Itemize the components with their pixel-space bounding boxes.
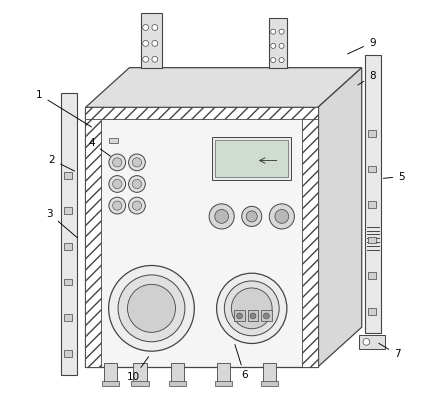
Circle shape	[132, 201, 142, 210]
Bar	[64, 314, 73, 321]
Bar	[261, 310, 272, 321]
Circle shape	[271, 29, 276, 34]
Bar	[368, 201, 377, 208]
Text: 2: 2	[49, 155, 74, 171]
Circle shape	[143, 40, 148, 46]
Circle shape	[269, 204, 295, 229]
Bar	[64, 243, 73, 250]
Circle shape	[143, 24, 148, 30]
Circle shape	[152, 56, 158, 62]
Bar	[64, 207, 73, 214]
Polygon shape	[85, 68, 362, 108]
Circle shape	[152, 40, 158, 46]
Bar	[61, 93, 77, 375]
Circle shape	[113, 201, 122, 210]
Text: 7: 7	[379, 343, 400, 360]
Circle shape	[109, 154, 126, 171]
Bar	[217, 363, 230, 383]
Circle shape	[128, 284, 175, 332]
Bar	[215, 381, 233, 386]
Bar	[359, 335, 385, 349]
Circle shape	[109, 176, 126, 192]
Circle shape	[132, 179, 142, 189]
Circle shape	[209, 204, 234, 229]
Circle shape	[128, 154, 145, 171]
Bar	[263, 363, 276, 383]
Bar	[302, 108, 318, 367]
Text: 9: 9	[347, 37, 376, 54]
Bar	[85, 108, 318, 367]
Circle shape	[113, 179, 122, 189]
Bar	[171, 363, 184, 383]
Circle shape	[109, 197, 126, 214]
Text: 3: 3	[47, 209, 77, 237]
Circle shape	[113, 158, 122, 167]
Bar	[269, 18, 287, 68]
Bar	[261, 381, 279, 386]
Bar	[64, 172, 73, 178]
Bar	[85, 108, 318, 119]
Bar	[212, 137, 291, 180]
Bar	[64, 278, 73, 285]
Text: 6: 6	[235, 344, 248, 381]
Bar	[64, 350, 73, 357]
Circle shape	[118, 275, 185, 342]
Text: 5: 5	[383, 171, 405, 181]
Circle shape	[363, 339, 370, 345]
Circle shape	[224, 281, 279, 336]
Circle shape	[109, 265, 194, 351]
Bar	[215, 140, 288, 176]
Bar	[368, 308, 377, 315]
Circle shape	[215, 210, 229, 223]
Circle shape	[231, 288, 272, 329]
Bar	[102, 381, 119, 386]
Circle shape	[264, 313, 269, 319]
Circle shape	[132, 158, 142, 167]
Bar	[368, 165, 377, 172]
Circle shape	[217, 273, 287, 344]
Circle shape	[143, 56, 148, 62]
Text: 1: 1	[36, 90, 91, 127]
Circle shape	[279, 43, 284, 48]
Circle shape	[250, 313, 256, 319]
Bar	[133, 363, 147, 383]
Circle shape	[152, 24, 158, 30]
Bar	[141, 13, 162, 68]
Bar	[131, 381, 149, 386]
Bar	[234, 310, 245, 321]
Bar	[248, 310, 258, 321]
Text: 8: 8	[358, 71, 376, 85]
Bar	[365, 55, 381, 333]
Bar	[368, 273, 377, 279]
Circle shape	[271, 43, 276, 48]
Bar	[368, 237, 377, 244]
Circle shape	[279, 29, 284, 34]
Circle shape	[271, 58, 276, 63]
Bar	[109, 138, 118, 144]
Bar	[368, 130, 377, 137]
Bar	[104, 363, 117, 383]
Circle shape	[237, 313, 242, 319]
Circle shape	[246, 211, 257, 222]
Text: 4: 4	[89, 138, 110, 156]
Bar	[85, 108, 101, 367]
Circle shape	[128, 197, 145, 214]
Circle shape	[242, 206, 262, 226]
Circle shape	[279, 58, 284, 63]
Polygon shape	[318, 68, 362, 367]
Text: 10: 10	[127, 357, 149, 383]
Circle shape	[128, 176, 145, 192]
Bar	[169, 381, 187, 386]
Circle shape	[275, 210, 289, 223]
